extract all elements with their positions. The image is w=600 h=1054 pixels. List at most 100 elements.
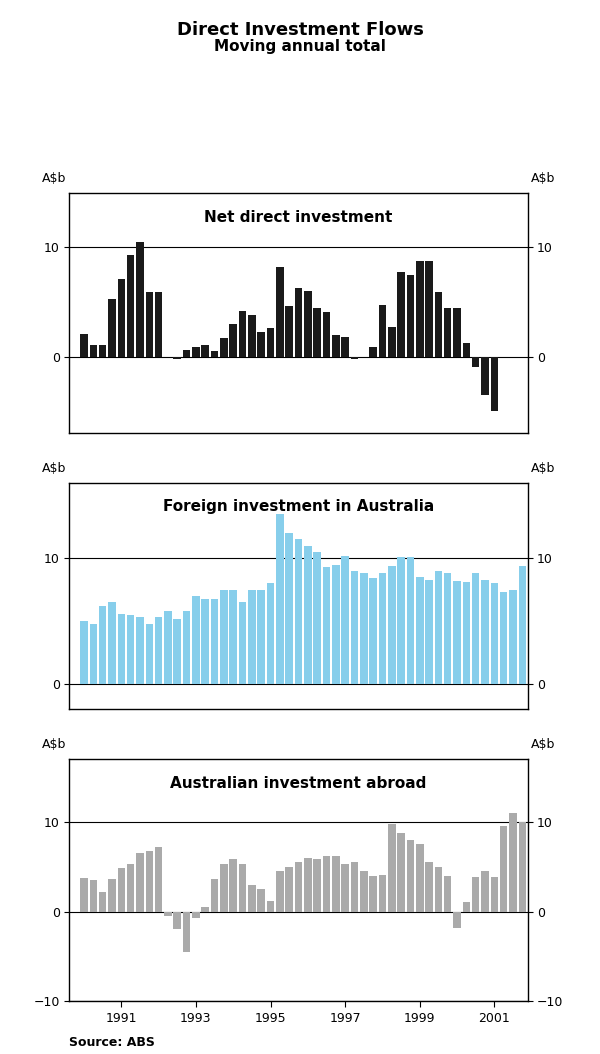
Text: A$b: A$b	[41, 738, 66, 750]
Bar	[183, 350, 190, 356]
Bar	[286, 307, 293, 356]
Bar	[397, 557, 405, 684]
Bar	[229, 324, 237, 356]
Bar	[136, 242, 143, 356]
Bar	[211, 351, 218, 356]
Bar	[528, 602, 535, 684]
Bar	[267, 584, 274, 684]
Bar	[351, 862, 358, 912]
Bar	[397, 272, 405, 356]
Bar	[127, 255, 134, 356]
Bar	[89, 345, 97, 356]
Bar	[80, 878, 88, 912]
Bar	[295, 288, 302, 356]
Bar	[211, 879, 218, 912]
Bar	[155, 292, 162, 356]
Bar	[351, 571, 358, 684]
Bar	[351, 356, 358, 359]
Bar	[370, 876, 377, 912]
Bar	[379, 573, 386, 684]
Bar	[276, 267, 284, 356]
Bar	[491, 877, 498, 912]
Bar	[118, 613, 125, 684]
Bar	[108, 299, 116, 356]
Bar	[518, 566, 526, 684]
Bar	[286, 866, 293, 912]
Bar	[323, 856, 330, 912]
Bar	[425, 260, 433, 356]
Bar	[388, 327, 395, 356]
Bar	[248, 590, 256, 684]
Bar	[220, 338, 227, 356]
Bar	[127, 864, 134, 912]
Bar	[481, 356, 489, 395]
Bar	[444, 308, 451, 356]
Bar	[435, 571, 442, 684]
Bar	[118, 868, 125, 912]
Bar	[80, 621, 88, 684]
Bar	[229, 859, 237, 912]
Bar	[248, 315, 256, 356]
Bar	[99, 345, 106, 356]
Bar	[425, 862, 433, 912]
Bar	[257, 890, 265, 912]
Bar	[481, 871, 489, 912]
Bar	[164, 611, 172, 684]
Bar	[538, 508, 545, 684]
Bar	[407, 557, 414, 684]
Text: A$b: A$b	[531, 738, 556, 750]
Bar	[89, 880, 97, 912]
Bar	[267, 901, 274, 912]
Bar	[136, 618, 143, 684]
Bar	[509, 590, 517, 684]
Bar	[500, 592, 508, 684]
Bar	[528, 777, 535, 912]
Bar	[192, 912, 200, 918]
Bar	[99, 606, 106, 684]
Bar	[99, 892, 106, 912]
Text: A$b: A$b	[41, 462, 66, 474]
Text: Foreign investment in Australia: Foreign investment in Australia	[163, 499, 434, 513]
Bar	[388, 823, 395, 912]
Text: Moving annual total: Moving annual total	[214, 39, 386, 54]
Bar	[407, 840, 414, 912]
Bar	[146, 624, 153, 684]
Bar	[341, 555, 349, 684]
Bar	[416, 260, 424, 356]
Bar	[323, 567, 330, 684]
Bar	[518, 822, 526, 912]
Bar	[183, 611, 190, 684]
Bar	[500, 826, 508, 912]
Bar	[388, 566, 395, 684]
Bar	[80, 334, 88, 356]
Bar	[444, 876, 451, 912]
Bar	[202, 345, 209, 356]
Bar	[360, 573, 368, 684]
Bar	[425, 580, 433, 684]
Bar	[379, 875, 386, 912]
Bar	[248, 884, 256, 912]
Bar	[146, 292, 153, 356]
Bar	[89, 624, 97, 684]
Bar	[472, 356, 479, 367]
Bar	[295, 862, 302, 912]
Bar	[304, 546, 311, 684]
Bar	[379, 306, 386, 356]
Bar	[220, 864, 227, 912]
Bar	[211, 599, 218, 684]
Bar	[183, 912, 190, 952]
Bar	[173, 619, 181, 684]
Text: A$b: A$b	[41, 172, 66, 184]
Bar	[509, 813, 517, 912]
Bar	[239, 864, 246, 912]
Bar	[173, 356, 181, 359]
Bar	[304, 858, 311, 912]
Bar	[192, 596, 200, 684]
Bar	[370, 579, 377, 684]
Bar	[257, 590, 265, 684]
Bar	[313, 859, 321, 912]
Bar	[239, 311, 246, 356]
Bar	[164, 912, 172, 916]
Bar	[538, 817, 545, 912]
Bar	[276, 871, 284, 912]
